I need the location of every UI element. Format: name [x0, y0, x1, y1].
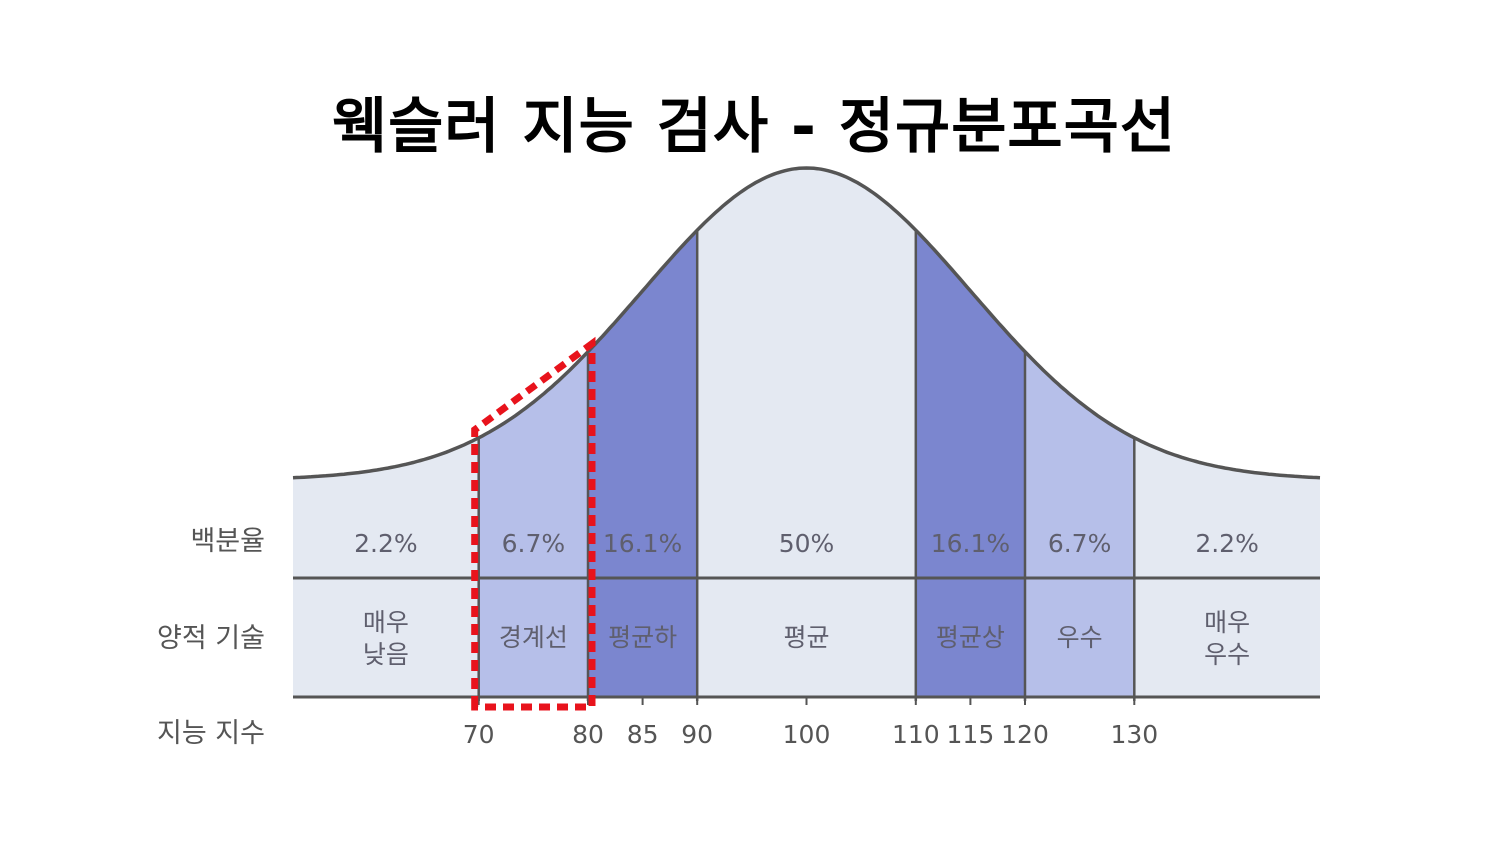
- row-label-percentage: 백분율: [190, 526, 265, 557]
- segment-area-4: [915, 230, 1025, 697]
- segment-label-6-1: 우수: [1204, 640, 1250, 669]
- row-label-iq: 지능 지수: [157, 718, 265, 749]
- tick-labels-layer: 70 80 85 90 100 110 115 120 130: [463, 697, 1158, 749]
- segment-percent-3: 50%: [779, 529, 835, 558]
- tick-label-2: 85: [627, 720, 659, 749]
- segment-label-1-0: 경계선: [499, 623, 568, 652]
- segment-percent-1: 6.7%: [502, 529, 566, 558]
- page-title: 웩슬러 지능 검사 - 정규분포곡선: [331, 92, 1177, 162]
- divider-lines: [477, 230, 1136, 701]
- segment-area-5: [1025, 351, 1135, 697]
- segment-percent-5: 6.7%: [1048, 529, 1112, 558]
- row-label-description: 양적 기술: [157, 623, 265, 654]
- segment-percent-4: 16.1%: [931, 529, 1010, 558]
- segment-label-3-0: 평균: [783, 623, 829, 652]
- segment-label-2-0: 평균하: [608, 623, 677, 652]
- segment-percent-2: 16.1%: [603, 529, 682, 558]
- segment-label-0-1: 낮음: [363, 640, 409, 669]
- segment-label-6-0: 매우: [1204, 608, 1250, 637]
- bell-curve-line: [292, 166, 1321, 480]
- tick-label-1: 80: [572, 720, 604, 749]
- segment-area-2: [588, 230, 698, 697]
- segment-area-3: [697, 168, 916, 697]
- segment-area-0: [293, 437, 479, 697]
- tick-label-0: 70: [463, 720, 495, 749]
- tick-label-7: 120: [1001, 720, 1049, 749]
- segment-area-1: [478, 351, 588, 697]
- tick-label-6: 115: [947, 720, 995, 749]
- segments-layer: [293, 168, 1320, 697]
- tick-label-8: 130: [1110, 720, 1158, 749]
- segment-label-5-0: 우수: [1057, 623, 1103, 652]
- segment-label-0-0: 매우: [363, 608, 409, 637]
- tick-label-3: 90: [681, 720, 713, 749]
- segment-percent-0: 2.2%: [354, 529, 418, 558]
- tick-label-4: 100: [783, 720, 831, 749]
- borderline-highlight-box: [471, 336, 596, 711]
- segment-percent-6: 2.2%: [1195, 529, 1259, 558]
- tick-label-5: 110: [892, 720, 940, 749]
- segment-area-6: [1134, 437, 1320, 697]
- segment-label-4-0: 평균상: [936, 623, 1005, 652]
